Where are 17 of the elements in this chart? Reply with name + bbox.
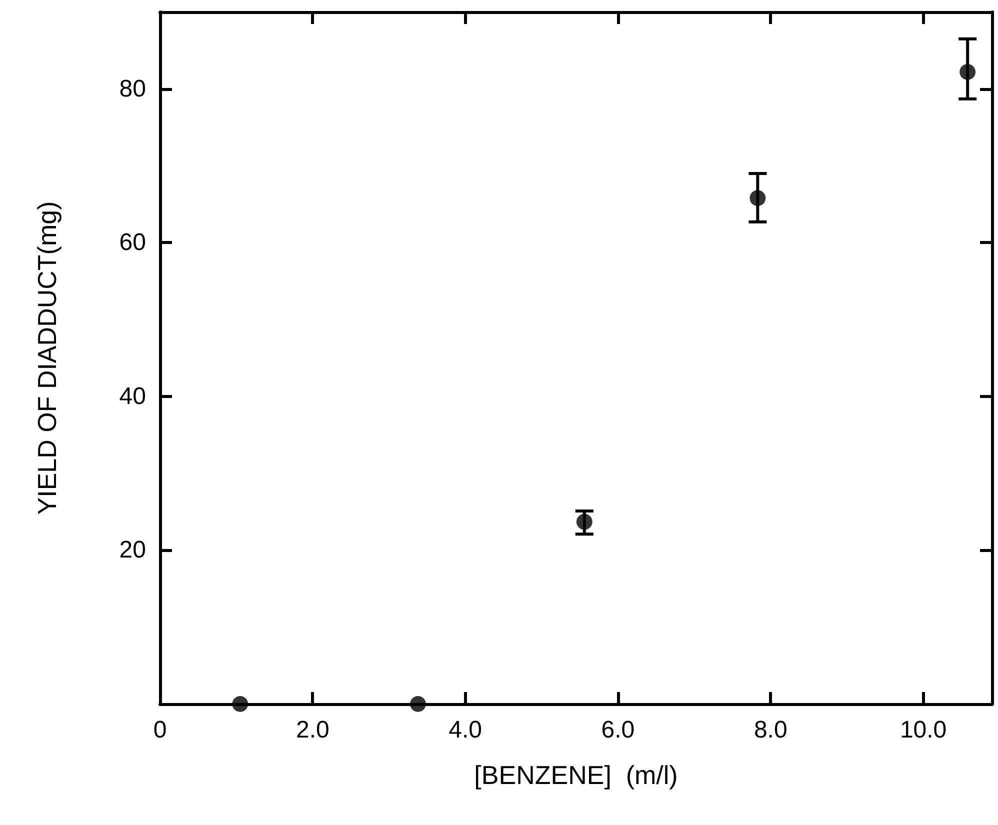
point <box>960 64 976 80</box>
x-tick-label: 8.0 <box>754 716 788 744</box>
x-tick-label: 6.0 <box>601 716 635 744</box>
point <box>232 696 248 712</box>
y-tick-label: 60 <box>119 229 146 256</box>
x-axis-title: [BENZENE] (m/l) <box>474 760 678 790</box>
y-axis-title: YIELD OF DIADDUCT(mg) <box>32 201 62 515</box>
point <box>410 696 426 712</box>
x-tick-label: 0 <box>153 716 167 744</box>
y-tick-label: 40 <box>119 382 146 410</box>
x-tick-label: 10.0 <box>900 716 947 744</box>
x-tick-label: 4.0 <box>448 716 482 744</box>
y-tick-label: 20 <box>119 536 146 564</box>
point <box>576 514 592 530</box>
point <box>750 190 766 206</box>
y-tick-label: 80 <box>119 75 146 102</box>
x-tick-label: 2.0 <box>296 716 330 744</box>
